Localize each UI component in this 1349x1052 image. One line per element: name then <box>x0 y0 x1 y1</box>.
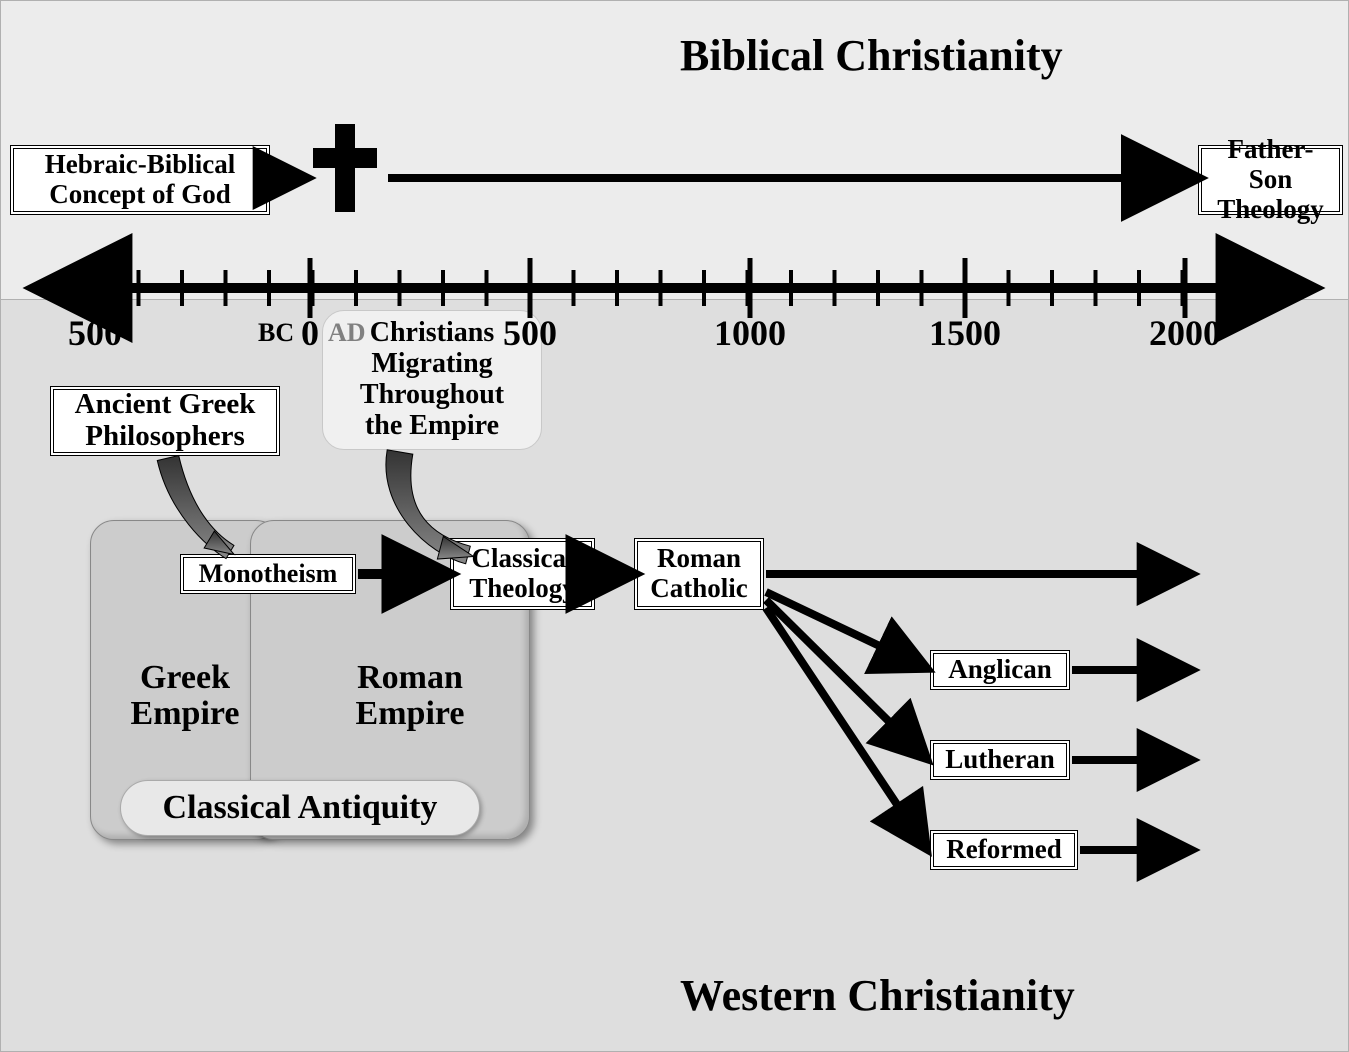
timeline-tick-label: 2000 <box>1135 312 1235 354</box>
box-anglican: Anglican <box>930 650 1070 690</box>
timeline-tick-label: 500 <box>45 312 145 354</box>
box-hebraic: Hebraic-BiblicalConcept of God <box>10 145 270 215</box>
box-greek-philosophers: Ancient GreekPhilosophers <box>50 386 280 456</box>
box-classical-theology: ClassicalTheology <box>450 538 595 610</box>
heading-western: Western Christianity <box>680 970 1075 1021</box>
box-roman-catholic: RomanCatholic <box>634 538 764 610</box>
timeline-tick-label: 500 <box>480 312 580 354</box>
bc-label: BC <box>258 318 294 348</box>
box-lutheran: Lutheran <box>930 740 1070 780</box>
classical-antiquity-label: Classical Antiquity <box>120 780 480 836</box>
diagram-stage: GreekEmpire RomanEmpire Classical Antiqu… <box>0 0 1349 1052</box>
box-father-son: Father-SonTheology <box>1198 145 1343 215</box>
heading-biblical: Biblical Christianity <box>680 30 1063 81</box>
timeline-tick-label: 1500 <box>915 312 1015 354</box>
ad-label: AD <box>328 318 366 348</box>
timeline-tick-label: 1000 <box>700 312 800 354</box>
box-reformed: Reformed <box>930 830 1078 870</box>
greek-empire-label: GreekEmpire <box>110 660 260 731</box>
roman-empire-label: RomanEmpire <box>310 660 510 731</box>
box-monotheism: Monotheism <box>180 554 356 594</box>
